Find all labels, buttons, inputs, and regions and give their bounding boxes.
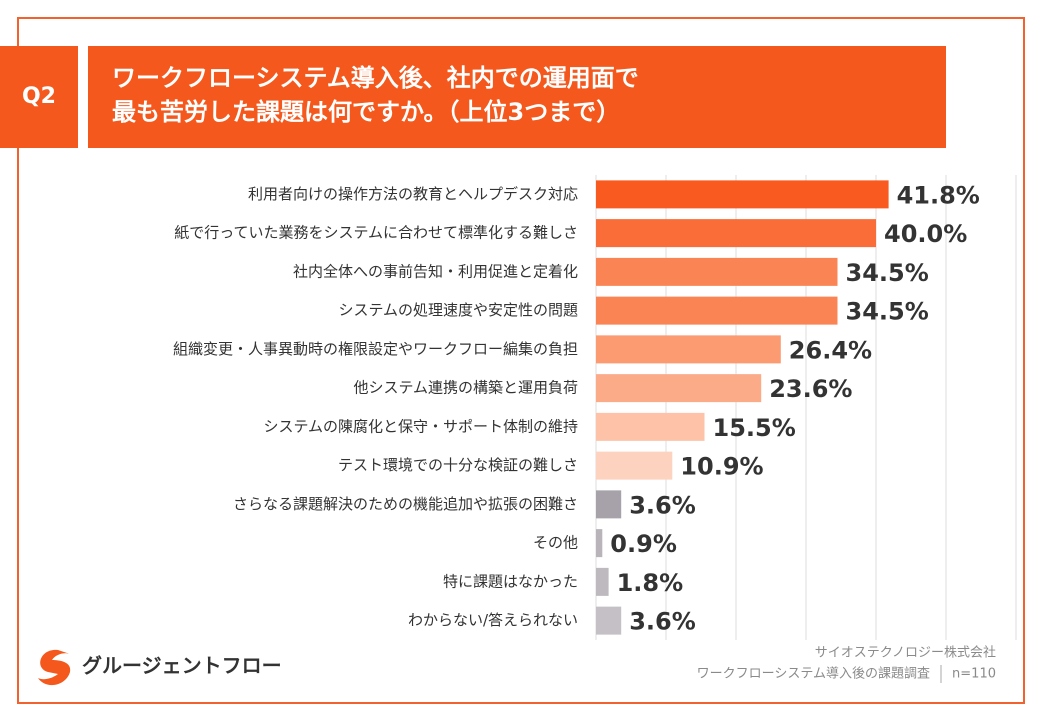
value-label: 10.9% — [680, 453, 763, 481]
bar — [596, 412, 705, 441]
bar — [596, 374, 762, 403]
value-label: 15.5% — [713, 414, 796, 442]
source: ワークフローシステム導入後の課題調査 — [697, 666, 930, 682]
category-label: テスト環境での十分な検証の難しさ — [338, 456, 578, 474]
value-label: 3.6% — [629, 491, 696, 519]
bar — [596, 335, 781, 364]
sample-size: n=110 — [952, 667, 996, 682]
category-label: 社内全体への事前告知・利用促進と定着化 — [293, 262, 578, 280]
value-label: 0.9% — [610, 530, 677, 558]
value-label: 41.8% — [897, 181, 980, 209]
value-label: 34.5% — [846, 259, 929, 287]
bar — [596, 296, 838, 325]
bar — [596, 529, 603, 558]
question-box — [0, 46, 78, 148]
category-label: その他 — [533, 534, 578, 552]
value-label: 26.4% — [789, 336, 872, 364]
category-label: 利用者向けの操作方法の教育とヘルプデスク対応 — [248, 185, 578, 203]
bar — [596, 257, 838, 286]
bar — [596, 606, 622, 635]
category-label: 他システム連携の構築と運用負荷 — [353, 379, 578, 397]
category-label: 紙で行っていた業務をシステムに合わせて標準化する難しさ — [174, 224, 578, 242]
value-label: 1.8% — [617, 569, 684, 597]
bar — [596, 180, 889, 209]
bar — [596, 567, 609, 596]
bar — [596, 219, 876, 248]
title-box — [88, 46, 946, 148]
chart-title: 最も苦労した課題は何ですか。（上位3つまで） — [112, 98, 620, 126]
value-label: 40.0% — [884, 220, 967, 248]
category-label: システムの陳腐化と保守・サポート体制の維持 — [263, 417, 578, 435]
brand: グルージェントフロー — [82, 654, 282, 678]
category-label: わからない/答えられない — [408, 611, 578, 629]
category-label: さらなる課題解決のための機能追加や拡張の困難さ — [233, 495, 578, 513]
source: サイオステクノロジー株式会社 — [815, 645, 996, 661]
value-label: 23.6% — [769, 375, 852, 403]
logo-icon — [38, 649, 71, 686]
category-label: システムの処理速度や安定性の問題 — [338, 301, 578, 319]
value-label: 3.6% — [629, 608, 696, 636]
question-label: Q2 — [22, 84, 56, 109]
chart-title: ワークフローシステム導入後、社内での運用面で — [112, 64, 639, 92]
bar — [596, 490, 622, 519]
category-label: 組織変更・人事異動時の権限設定やワークフロー編集の負担 — [173, 340, 578, 358]
value-label: 34.5% — [846, 298, 929, 326]
bar — [596, 451, 673, 480]
category-label: 特に課題はなかった — [443, 572, 578, 590]
